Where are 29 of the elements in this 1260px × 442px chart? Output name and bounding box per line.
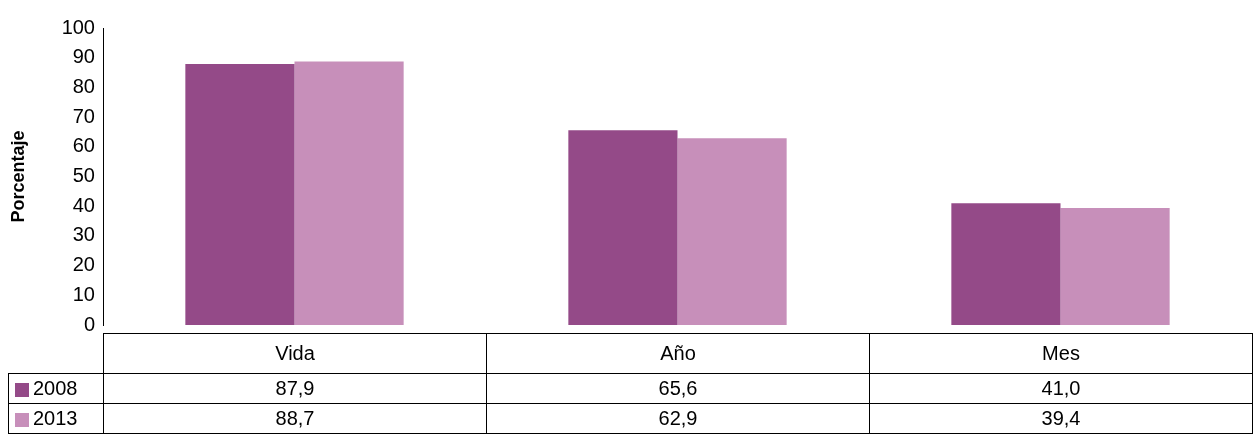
y-tick-label: 20 bbox=[72, 253, 95, 276]
y-tick-label: 80 bbox=[72, 74, 95, 97]
x-tick-label: Año bbox=[486, 333, 870, 374]
legend-label: 2013 bbox=[33, 407, 78, 429]
x-tick-label: Vida bbox=[103, 333, 487, 374]
data-label: 88,7 bbox=[103, 403, 487, 434]
y-tick-label: 40 bbox=[72, 193, 95, 216]
y-tick-label: 100 bbox=[61, 15, 95, 38]
data-label: 41,0 bbox=[869, 373, 1253, 404]
bar bbox=[677, 138, 787, 325]
bar bbox=[568, 130, 678, 325]
legend-label: 2008 bbox=[33, 377, 78, 399]
y-tick-label: 70 bbox=[72, 104, 95, 127]
data-label: 39,4 bbox=[869, 403, 1253, 434]
data-label: 87,9 bbox=[103, 373, 487, 404]
data-label: 62,9 bbox=[486, 403, 870, 434]
y-tick-label: 90 bbox=[72, 45, 95, 68]
y-tick-label: 50 bbox=[72, 164, 95, 187]
y-tick-label: 30 bbox=[72, 223, 95, 246]
bar bbox=[1060, 207, 1170, 325]
x-tick-label: Mes bbox=[869, 333, 1253, 374]
y-tick-label: 0 bbox=[83, 312, 95, 335]
y-tick-label: 60 bbox=[72, 134, 95, 157]
y-tick-label: 10 bbox=[72, 282, 95, 305]
bar bbox=[185, 63, 295, 325]
bar bbox=[294, 61, 404, 325]
bar bbox=[951, 203, 1061, 325]
y-axis-title: Porcentaje bbox=[7, 130, 28, 223]
data-label: 65,6 bbox=[486, 373, 870, 404]
